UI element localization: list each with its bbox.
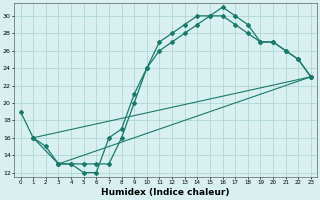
X-axis label: Humidex (Indice chaleur): Humidex (Indice chaleur)	[101, 188, 230, 197]
